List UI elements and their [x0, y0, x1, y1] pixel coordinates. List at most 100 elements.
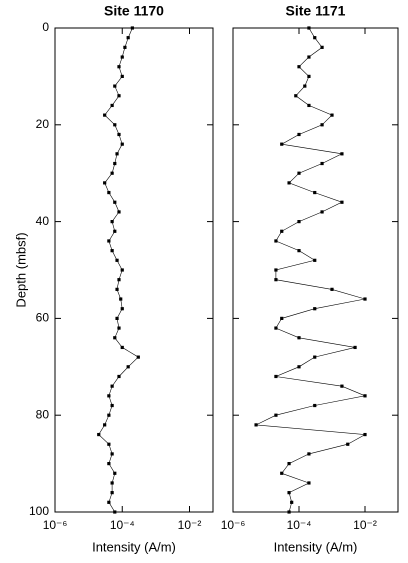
x-tick-label: 10⁻⁴: [287, 518, 312, 532]
data-point: [307, 74, 311, 78]
data-point: [313, 36, 317, 40]
data-point: [280, 229, 284, 233]
y-tick-label: 0: [42, 20, 49, 34]
data-point: [123, 45, 127, 49]
data-point: [320, 123, 324, 127]
y-tick-label: 80: [36, 407, 50, 421]
data-point: [307, 103, 311, 108]
data-point: [303, 84, 307, 88]
data-point: [313, 403, 317, 408]
data-point: [110, 249, 114, 253]
data-point: [307, 481, 311, 485]
data-point: [107, 239, 111, 243]
panel-title: Site 1171: [286, 3, 346, 19]
data-point: [97, 432, 101, 437]
data-point: [107, 500, 111, 504]
data-point: [307, 26, 311, 30]
data-point: [110, 403, 114, 408]
plot-frame: [54, 27, 214, 513]
x-axis-label: Intensity (A/m): [274, 539, 358, 554]
data-point: [126, 365, 130, 369]
data-point: [320, 210, 324, 214]
data-point: [307, 55, 311, 59]
data-point: [297, 132, 301, 137]
data-point: [340, 384, 344, 388]
data-point: [363, 394, 367, 398]
data-point: [107, 462, 111, 466]
data-point: [136, 355, 140, 359]
y-tick-label: 20: [36, 117, 50, 131]
data-point: [363, 297, 367, 301]
data-point: [330, 113, 334, 117]
data-point: [113, 471, 117, 475]
y-tick-label: 100: [29, 504, 49, 518]
data-point: [340, 200, 344, 204]
data-point: [330, 287, 334, 291]
data-point: [313, 258, 317, 262]
data-point: [126, 36, 130, 40]
data-point: [287, 510, 291, 514]
data-point: [297, 249, 301, 253]
data-point: [117, 278, 121, 282]
data-point: [274, 268, 278, 272]
data-point: [297, 171, 301, 175]
data-point: [110, 452, 114, 456]
data-point: [120, 268, 124, 272]
data-point: [117, 326, 121, 330]
data-point: [113, 161, 117, 166]
data-point: [107, 394, 111, 398]
x-axis-label: Intensity (A/m): [92, 539, 176, 554]
data-point: [287, 181, 291, 185]
x-tick-label: 10⁻²: [353, 518, 377, 532]
data-point: [110, 171, 114, 175]
y-tick-label: 40: [36, 214, 50, 228]
data-point: [110, 491, 114, 495]
data-point: [297, 220, 301, 224]
data-point: [307, 452, 311, 456]
data-point: [117, 65, 121, 69]
data-point: [120, 307, 124, 311]
y-axis-label: Depth (mbsf): [13, 232, 28, 307]
data-line: [255, 27, 367, 513]
data-point: [113, 336, 117, 340]
data-point: [287, 491, 291, 495]
data-point: [297, 336, 301, 340]
y-tick-label: 60: [36, 311, 50, 325]
data-point: [363, 432, 367, 437]
data-point: [120, 55, 124, 59]
data-point: [110, 481, 114, 485]
data-point: [313, 307, 317, 311]
data-point: [320, 161, 324, 166]
data-point: [274, 239, 278, 243]
data-point: [274, 413, 278, 417]
data-point: [280, 471, 284, 475]
data-point: [103, 181, 107, 185]
data-point: [117, 94, 121, 98]
data-point: [113, 84, 117, 88]
data-point: [103, 113, 107, 117]
data-point: [110, 220, 114, 224]
data-point: [340, 152, 344, 156]
data-point: [274, 326, 278, 330]
data-line: [98, 27, 139, 513]
data-point: [274, 374, 278, 379]
data-point: [103, 423, 107, 427]
x-tick-label: 10⁻²: [178, 518, 202, 532]
data-point: [346, 442, 350, 446]
data-point: [113, 510, 117, 514]
x-tick-label: 10⁻⁶: [43, 518, 68, 532]
data-point: [120, 345, 124, 350]
data-point: [113, 200, 117, 204]
data-point: [290, 500, 294, 504]
data-point: [107, 413, 111, 417]
data-point: [297, 365, 301, 369]
x-tick-label: 10⁻⁶: [221, 518, 246, 532]
data-point: [120, 74, 124, 78]
data-point: [117, 132, 121, 137]
data-point: [115, 316, 119, 320]
data-point: [274, 278, 278, 282]
data-point: [313, 190, 317, 195]
plot-frame: [232, 27, 399, 513]
data-point: [107, 442, 111, 446]
